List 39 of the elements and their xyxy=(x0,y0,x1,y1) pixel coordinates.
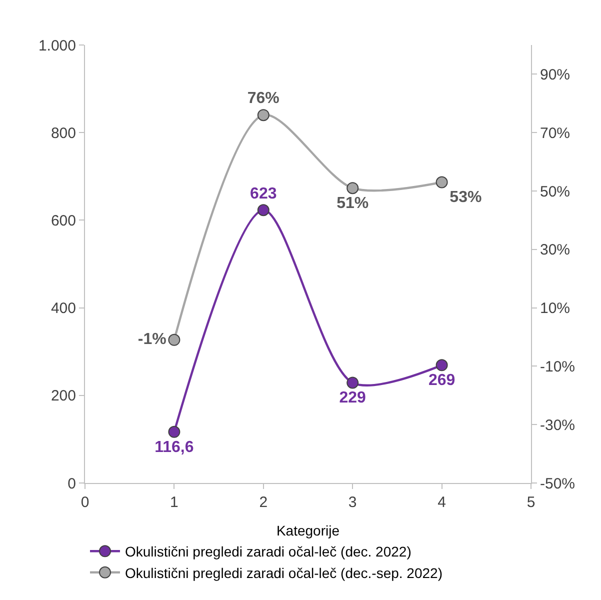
data-label: -1% xyxy=(138,330,166,348)
data-label: 229 xyxy=(339,390,366,407)
y-tick-label: 0 xyxy=(68,475,76,492)
point xyxy=(257,109,270,122)
y2-tick-label: -10% xyxy=(540,358,576,376)
y2-tick-label: 10% xyxy=(540,300,570,318)
y2-tick-label: 50% xyxy=(540,183,570,200)
y-tick-label: 1.000 xyxy=(38,37,76,54)
y-tick-label: 600 xyxy=(50,212,76,230)
data-label: 51% xyxy=(336,194,369,212)
point xyxy=(346,182,359,194)
legend-label: Okulistični pregledi zaradi očal-leč (dec. 2022) xyxy=(125,544,412,560)
y-tick-label: 200 xyxy=(50,388,76,405)
point xyxy=(168,426,180,438)
y2-tick-label: 30% xyxy=(540,242,570,259)
x-tick-label: 5 xyxy=(526,494,536,511)
y2-tick-label: -50% xyxy=(540,475,576,492)
y2-tick-label: 90% xyxy=(540,66,570,84)
x-axis-title: Kategorije xyxy=(276,522,340,538)
point xyxy=(436,359,448,372)
point xyxy=(436,176,448,188)
y-tick-label: 800 xyxy=(50,124,76,142)
y2-tick-label: -30% xyxy=(540,416,576,434)
data-label: 76% xyxy=(247,90,280,108)
data-label: 116,6 xyxy=(154,438,194,456)
y-tick-label: 400 xyxy=(50,300,76,318)
point xyxy=(168,334,180,346)
point xyxy=(257,204,270,216)
data-label: 269 xyxy=(428,372,456,390)
x-tick-label: 1 xyxy=(170,494,178,511)
x-tick-label: 2 xyxy=(259,494,268,511)
x-tick-label: 4 xyxy=(438,494,446,511)
x-tick-label: 3 xyxy=(348,494,357,511)
legend-label: Okulistični pregledi zaradi očal-leč (dec.-sep. 2022) xyxy=(125,564,442,581)
y2-tick-label: 70% xyxy=(540,124,570,142)
x-tick-label: 0 xyxy=(80,494,90,511)
data-label: 623 xyxy=(250,185,277,202)
data-label: 53% xyxy=(450,189,482,206)
point xyxy=(346,376,359,389)
